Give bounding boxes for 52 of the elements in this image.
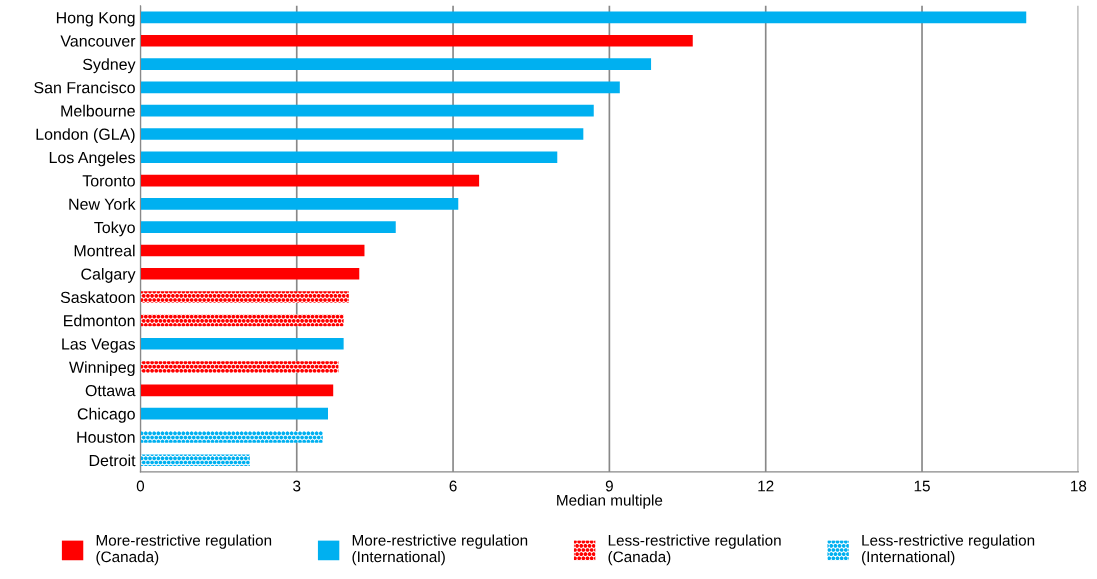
x-axis-title: Median multiple xyxy=(557,494,663,509)
x-tick-label: 12 xyxy=(758,480,774,492)
y-tick-label: Detroit xyxy=(89,454,136,467)
legend-label: More-restrictive regulation (Canada) xyxy=(96,534,272,566)
y-tick-label: Los Angeles xyxy=(49,151,135,167)
bar xyxy=(140,198,459,210)
x-tick-label: 0 xyxy=(136,480,145,492)
bar xyxy=(140,58,652,70)
bar xyxy=(140,244,365,257)
legend-label: More-restrictive regulation (International) xyxy=(352,534,528,566)
y-tick-label: Edmonton xyxy=(64,314,135,327)
bar xyxy=(140,384,334,397)
y-tick-label: San Francisco xyxy=(34,81,135,94)
bar xyxy=(140,361,339,373)
y-tick-label: Sydney xyxy=(83,58,136,74)
x-tick-label: 3 xyxy=(293,480,301,492)
bar xyxy=(140,337,344,350)
bar xyxy=(140,128,584,140)
bar xyxy=(140,267,360,280)
bar xyxy=(140,174,480,187)
y-tick-label: Saskatoon xyxy=(60,291,135,304)
bar xyxy=(140,407,328,420)
legend-label: Less-restrictive regulation (Canada) xyxy=(608,534,781,566)
x-tick-label: 18 xyxy=(1071,480,1087,492)
bar xyxy=(140,81,620,94)
y-tick-label: Houston xyxy=(77,431,135,443)
bar xyxy=(140,291,349,303)
x-tick-label: 6 xyxy=(449,480,457,492)
y-tick-label: Melbourne xyxy=(61,104,135,117)
y-tick-label: London (GLA) xyxy=(36,128,135,144)
y-tick-label: Toronto xyxy=(82,175,135,187)
x-tick-label: 9 xyxy=(605,480,613,492)
bar xyxy=(140,11,1027,24)
bar xyxy=(140,151,558,164)
y-tick-label: Winnipeg xyxy=(69,361,135,377)
bar xyxy=(140,104,594,117)
y-tick-label: Ottawa xyxy=(85,384,136,397)
y-tick-label: Montreal xyxy=(74,244,135,257)
bar xyxy=(140,454,250,467)
y-tick-label: Las Vegas xyxy=(62,338,135,353)
bar xyxy=(140,221,396,234)
y-tick-label: Vancouver xyxy=(60,35,136,47)
bar xyxy=(140,34,693,47)
y-tick-label: Calgary xyxy=(81,268,136,283)
x-tick-label: 15 xyxy=(914,480,930,492)
y-tick-label: Tokyo xyxy=(94,221,135,237)
bar xyxy=(140,431,323,443)
y-tick-label: New York xyxy=(69,198,136,210)
bar xyxy=(140,314,344,327)
legend-label: Less-restrictive regulation (International) xyxy=(862,534,1035,566)
y-tick-label: Chicago xyxy=(77,407,135,423)
y-tick-label: Hong Kong xyxy=(56,12,135,27)
